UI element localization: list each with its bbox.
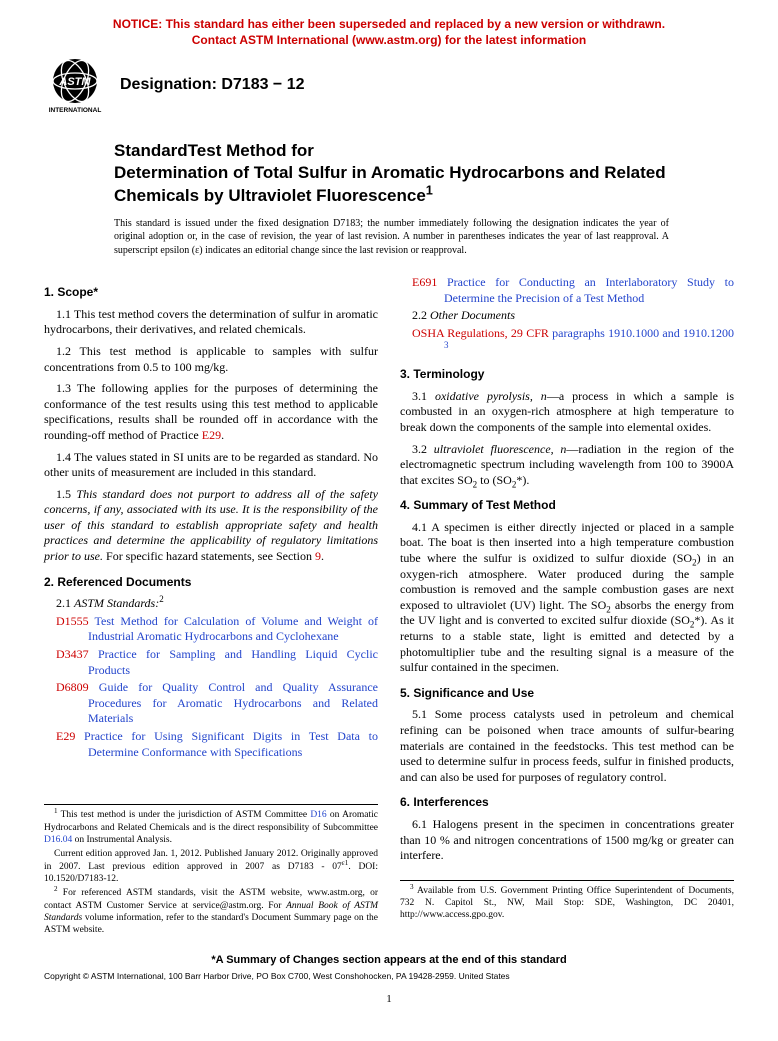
issuance-note: This standard is issued under the fixed … [114,217,669,258]
summary-4-1: 4.1 A specimen is either directly inject… [400,520,734,676]
footnote-1-p2: Current edition approved Jan. 1, 2012. P… [44,848,378,885]
astm-standards-subhead: 2.1 ASTM Standards:2 [56,596,378,612]
title-line1: StandardTest Method for [114,141,314,160]
left-column: 1. Scope* 1.1 This test method covers th… [44,275,378,938]
title-block: StandardTest Method for Determination of… [114,140,734,206]
designation: Designation: D7183 − 12 [120,75,305,96]
notice-banner: NOTICE: This standard has either been su… [44,16,734,48]
scope-1-4: 1.4 The values stated in SI units are to… [44,450,378,481]
copyright-line: Copyright © ASTM International, 100 Barr… [44,971,734,982]
page-number: 1 [44,992,734,1006]
interferences-heading: 6. Interferences [400,795,734,811]
header-row: ASTM INTERNATIONAL Designation: D7183 − … [44,54,734,116]
title-footnote-ref: 1 [426,182,433,197]
standard-title: StandardTest Method for Determination of… [114,140,734,206]
astm-logo-icon: ASTM INTERNATIONAL [44,54,106,116]
notice-line2: Contact ASTM International (www.astm.org… [192,33,586,47]
footnote-2: 2 For referenced ASTM standards, visit t… [44,887,378,936]
ref-d3437: D3437 Practice for Sampling and Handling… [56,647,378,678]
ref-d6809: D6809 Guide for Quality Control and Qual… [56,680,378,727]
scope-1-1: 1.1 This test method covers the determin… [44,307,378,338]
other-docs-subhead: 2.2 Other Documents [412,308,734,324]
notice-line1: NOTICE: This standard has either been su… [113,17,665,31]
two-column-body: 1. Scope* 1.1 This test method covers th… [44,275,734,938]
interferences-6-1: 6.1 Halogens present in the specimen in … [400,817,734,864]
footnotes-right: 3 Available from U.S. Government Printin… [400,880,734,922]
summary-heading: 4. Summary of Test Method [400,498,734,514]
ref-d1555: D1555 Test Method for Calculation of Vol… [56,614,378,645]
terminology-heading: 3. Terminology [400,367,734,383]
scope-heading: 1. Scope* [44,285,378,301]
scope-1-3: 1.3 The following applies for the purpos… [44,381,378,443]
scope-1-5: 1.5 This standard does not purport to ad… [44,487,378,565]
svg-text:INTERNATIONAL: INTERNATIONAL [49,107,102,114]
svg-text:ASTM: ASTM [58,76,91,88]
ref-e29: E29 Practice for Using Significant Digit… [56,729,378,760]
significance-5-1: 5.1 Some process catalysts used in petro… [400,707,734,785]
summary-changes-note: *A Summary of Changes section appears at… [44,953,734,967]
ref-osha: OSHA Regulations, 29 CFR paragraphs 1910… [412,326,734,357]
footnote-3: 3 Available from U.S. Government Printin… [400,885,734,922]
refdocs-heading: 2. Referenced Documents [44,575,378,591]
significance-heading: 5. Significance and Use [400,686,734,702]
term-3-1: 3.1 oxidative pyrolysis, n—a process in … [400,389,734,436]
right-column: E691 Practice for Conducting an Interlab… [400,275,734,938]
title-line2: Determination of Total Sulfur in Aromati… [114,163,666,204]
footnotes-left: 1 This test method is under the jurisdic… [44,804,378,936]
footnote-1: 1 This test method is under the jurisdic… [44,809,378,846]
term-3-2: 3.2 ultraviolet fluorescence, n—radiatio… [400,442,734,489]
e29-ref: E29 [202,428,221,442]
page: NOTICE: This standard has either been su… [0,0,778,1026]
scope-1-2: 1.2 This test method is applicable to sa… [44,344,378,375]
ref-e691: E691 Practice for Conducting an Interlab… [412,275,734,306]
